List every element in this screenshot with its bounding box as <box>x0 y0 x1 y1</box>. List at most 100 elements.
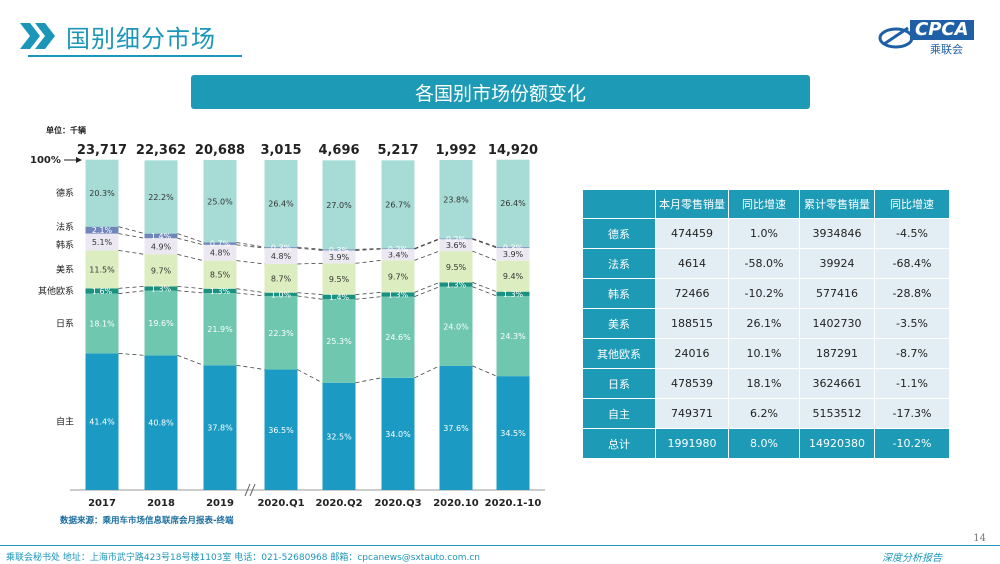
table-cell: 478539 <box>655 368 729 399</box>
data-label: 24.0% <box>443 322 469 331</box>
table-cell: -58.0% <box>728 248 800 279</box>
bar-segment <box>381 377 415 490</box>
data-label: 32.5% <box>326 432 352 441</box>
data-label: 0.3% <box>329 246 350 255</box>
table-row: 韩系 72466 -10.2% 577416 -28.8% <box>582 278 950 309</box>
bar-segment <box>264 247 298 249</box>
bar-segment <box>381 260 415 293</box>
data-label: 9.5% <box>446 263 467 272</box>
data-label: 9.5% <box>329 275 350 284</box>
connector-line <box>236 364 265 370</box>
data-label: 9.7% <box>388 272 409 281</box>
connector-line <box>355 377 382 384</box>
connector-line <box>177 285 204 290</box>
table-header-cell: 同比增速 <box>874 189 950 219</box>
table-row-header: 自主 <box>582 398 656 429</box>
data-label: 27.0% <box>326 201 352 210</box>
total-label: 14,920 <box>488 143 538 158</box>
table-cell: -3.5% <box>874 308 950 339</box>
bar-segment <box>496 291 530 296</box>
table-header-cell: 累计零售销量 <box>799 189 875 219</box>
data-label: 1.4% <box>151 232 172 241</box>
data-label: 9.7% <box>151 266 172 275</box>
connector-line <box>472 365 497 377</box>
data-label: 26.4% <box>268 200 294 209</box>
bar-segment <box>439 160 473 239</box>
total-label: 3,015 <box>260 143 301 158</box>
table-cell: -10.2% <box>874 428 950 459</box>
bar-segment <box>144 233 178 239</box>
footer-contact: 乘联会秘书处 地址：上海市武宁路423号18号楼1103室 电话：021-526… <box>6 553 481 563</box>
bar-segment <box>85 288 119 294</box>
bar-segment <box>144 290 178 356</box>
bar-segment <box>439 239 473 252</box>
table-cell: 474459 <box>655 218 729 249</box>
bar-segment <box>85 353 119 490</box>
table-row: 美系 188515 26.1% 1402730 -3.5% <box>582 308 950 339</box>
page-number: 14 <box>973 533 986 544</box>
data-label: 41.4% <box>89 418 115 427</box>
connector-line <box>177 233 204 243</box>
bar-segment <box>85 293 119 354</box>
data-label: 1.3% <box>151 285 172 294</box>
bar-segment <box>439 365 473 490</box>
bar-segment <box>381 160 415 249</box>
data-label: 37.6% <box>443 424 469 433</box>
category-label: 2017 <box>88 498 116 509</box>
double-chevron-icon <box>18 21 58 51</box>
top-percent-label: 100% <box>30 155 61 166</box>
connector-line <box>236 292 265 297</box>
table-cell: 6.2% <box>728 398 800 429</box>
title-underline <box>28 55 242 57</box>
total-label: 23,717 <box>77 143 127 158</box>
connector-line <box>297 369 323 384</box>
data-label: 22.3% <box>268 329 294 338</box>
data-label: 1.3% <box>388 290 409 299</box>
connector-line <box>236 242 265 248</box>
table-header-cell <box>582 189 656 219</box>
data-label: 3.4% <box>388 251 409 260</box>
table-cell: 72466 <box>655 278 729 309</box>
bar-segment <box>381 248 415 250</box>
data-label: 0.2% <box>446 235 467 244</box>
data-label: 0.7% <box>210 240 231 249</box>
table-row: 日系 478539 18.1% 3624661 -1.1% <box>582 368 950 399</box>
category-label: 2020.1-10 <box>485 498 542 509</box>
connector-line <box>236 288 265 294</box>
bar-segment <box>203 260 237 289</box>
bar-segment <box>439 282 473 287</box>
table-cell: 3934846 <box>799 218 875 249</box>
table-cell: -28.8% <box>874 278 950 309</box>
data-label: 0.3% <box>503 243 524 252</box>
bar-segment <box>496 247 530 261</box>
data-label: 11.5% <box>89 265 115 274</box>
data-label: 24.3% <box>500 332 526 341</box>
table-header-cell: 本月零售销量 <box>655 189 729 219</box>
table-header-cell: 同比增速 <box>728 189 800 219</box>
connector-line <box>177 354 204 366</box>
data-label: 37.8% <box>207 424 233 433</box>
bar-segment <box>439 251 473 283</box>
category-label: 2019 <box>206 498 234 509</box>
axis-break-mark <box>249 483 256 497</box>
table-header-row: 本月零售销量 同比增速 累计零售销量 同比增速 <box>582 189 950 219</box>
series-label: 法系 <box>56 221 74 233</box>
series-label: 自主 <box>56 416 74 428</box>
page-title: 国别细分市场 <box>66 24 216 53</box>
series-label: 德系 <box>56 187 74 199</box>
table-cell: 5153512 <box>799 398 875 429</box>
bar-segment <box>144 286 178 291</box>
bar-segment <box>322 250 356 264</box>
table-cell: 24016 <box>655 338 729 369</box>
connector-line <box>118 352 145 356</box>
axis-break-mark <box>244 483 251 497</box>
bar-segment <box>144 254 178 287</box>
data-label: 26.7% <box>385 200 411 209</box>
bar-segment <box>144 355 178 490</box>
data-label: 18.1% <box>89 320 115 329</box>
connector-line <box>118 233 145 239</box>
data-label: 4.8% <box>210 249 231 258</box>
bar-segment <box>322 249 356 251</box>
connector-line <box>118 226 145 234</box>
bar-segment <box>264 292 298 296</box>
